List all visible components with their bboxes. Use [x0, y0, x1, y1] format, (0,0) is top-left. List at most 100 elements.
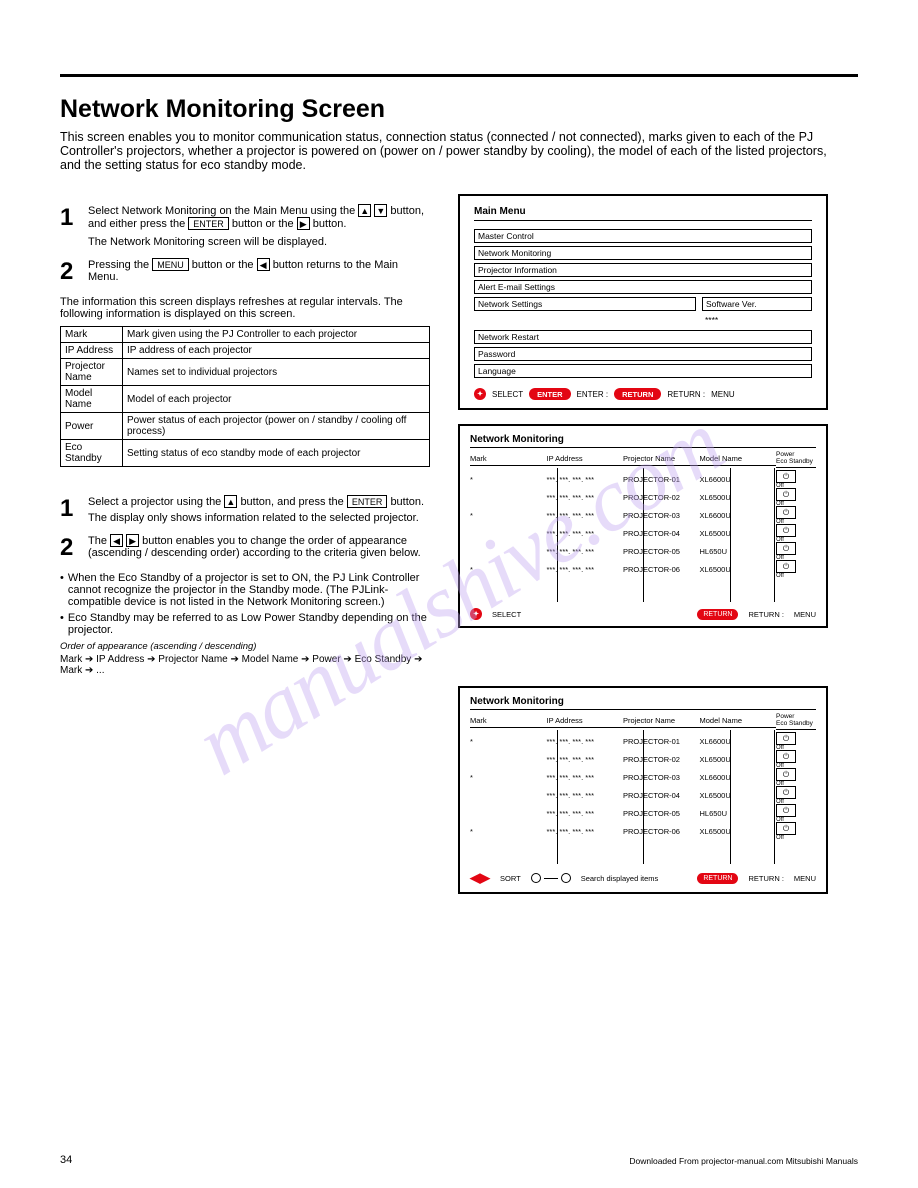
table-cell: Names set to individual projectors [123, 359, 430, 386]
table-row[interactable]: ****. ***. ***. ***PROJECTOR-06XL6500U ⏻… [470, 560, 816, 578]
foot-text: SELECT [492, 610, 521, 619]
nav-icon: ✦ [470, 608, 482, 620]
table-row[interactable]: ****. ***. ***. ***PROJECTOR-03XL6600U ⏻… [470, 506, 816, 524]
menu-item[interactable]: Network Settings [474, 297, 696, 311]
step-text: button or the [192, 259, 254, 271]
power-icon: ⏻ [776, 768, 796, 781]
table-row[interactable]: ***. ***. ***. ***PROJECTOR-05HL650U ⏻Of… [470, 804, 816, 822]
left-icon: ◀ [257, 258, 270, 271]
power-icon: ⏻ [776, 470, 796, 483]
menu-item[interactable]: Language [474, 364, 812, 378]
power-icon: ⏻ [776, 506, 796, 519]
table-cell: Power [61, 413, 123, 440]
table-row[interactable]: ***. ***. ***. ***PROJECTOR-02XL6500U ⏻O… [470, 488, 816, 506]
power-icon: ⏻ [776, 786, 796, 799]
foot-text: RETURN : [667, 390, 705, 399]
enter-pill: ENTER [529, 388, 570, 400]
return-pill: RETURN [697, 609, 738, 620]
menu-item[interactable]: Network Monitoring [474, 246, 812, 260]
menu-key: MENU [152, 258, 189, 271]
power-icon: ⏻ [776, 488, 796, 501]
step-text: button. [390, 496, 424, 508]
power-icon: ⏻ [776, 804, 796, 817]
panel-title: Network Monitoring [470, 434, 816, 448]
enter-key: ENTER [188, 217, 229, 230]
side-val: **** [702, 313, 812, 327]
down-icon: ▼ [374, 204, 387, 217]
col-head: Model Name [700, 716, 777, 728]
foot-text: Search displayed items [581, 874, 659, 883]
step-text: The [88, 535, 107, 547]
table-row[interactable]: ***. ***. ***. ***PROJECTOR-05HL650U ⏻Of… [470, 542, 816, 560]
step-text: button. [313, 218, 347, 230]
table-cell: Power status of each projector (power on… [123, 413, 430, 440]
step-result: The Network Monitoring screen will be di… [88, 236, 430, 248]
table-row[interactable]: ****. ***. ***. ***PROJECTOR-03XL6600U ⏻… [470, 768, 816, 786]
table-row[interactable]: ***. ***. ***. ***PROJECTOR-02XL6500U ⏻O… [470, 750, 816, 768]
col-head: Mark [470, 454, 547, 466]
col-head: Mark [470, 716, 547, 728]
col-head: PowerEco Standby [776, 714, 816, 730]
table-row[interactable]: ****. ***. ***. ***PROJECTOR-01XL6600U ⏻… [470, 732, 816, 750]
page-title: Network Monitoring Screen [60, 95, 858, 124]
left-column: 1 Select Network Monitoring on the Main … [60, 194, 430, 908]
info-table: MarkMark given using the PJ Controller t… [60, 326, 430, 467]
power-icon: ⏻ [776, 524, 796, 537]
foot-text: SORT [500, 874, 521, 883]
intro-text: This screen enables you to monitor commu… [60, 130, 840, 172]
col-head: PowerEco Standby [776, 452, 816, 468]
panel-title: Network Monitoring [470, 696, 816, 710]
table-row[interactable]: ****. ***. ***. ***PROJECTOR-01XL6600U ⏻… [470, 470, 816, 488]
menu-item[interactable]: Network Restart [474, 330, 812, 344]
table-row[interactable]: ****. ***. ***. ***PROJECTOR-06XL6500U ⏻… [470, 822, 816, 840]
legend [531, 873, 571, 883]
foot-text: ENTER : [577, 390, 609, 399]
table-cell: Setting status of eco standby mode of ea… [123, 440, 430, 467]
foot-text: SELECT [492, 390, 523, 399]
table-cell: IP address of each projector [123, 343, 430, 359]
note-text: When the Eco Standby of a projector is s… [68, 572, 430, 608]
right-icon: ▶ [126, 534, 139, 547]
network-panel: Network Monitoring MarkIP AddressProject… [458, 424, 828, 628]
step-text: button or the [232, 218, 294, 230]
sort-icon: ◀▶ [470, 870, 490, 886]
note-text: Eco Standby may be referred to as Low Po… [68, 612, 430, 636]
up-icon: ▲ [358, 204, 371, 217]
nav-icon: ✦ [474, 388, 486, 400]
network-panel: Network Monitoring MarkIP AddressProject… [458, 686, 828, 894]
step-number: 2 [60, 534, 82, 562]
power-icon: ⏻ [776, 542, 796, 555]
step-number: 2 [60, 258, 82, 286]
power-icon: ⏻ [776, 560, 796, 573]
list-intro: The information this screen displays ref… [60, 296, 430, 320]
foot-text: RETURN : [748, 610, 783, 619]
col-head: IP Address [547, 716, 624, 728]
menu-item[interactable]: Alert E-mail Settings [474, 280, 812, 294]
table-cell: Model Name [61, 386, 123, 413]
step-number: 1 [60, 495, 82, 523]
power-icon: ⏻ [776, 732, 796, 745]
right-icon: ▶ [297, 217, 310, 230]
table-cell: Projector Name [61, 359, 123, 386]
step-text: Pressing the [88, 259, 149, 271]
foot-text: MENU [794, 874, 816, 883]
left-icon: ◀ [110, 534, 123, 547]
foot-text: RETURN : [748, 874, 783, 883]
table-row[interactable]: ***. ***. ***. ***PROJECTOR-04XL6500U ⏻O… [470, 786, 816, 804]
updown-icon: ▲ [224, 495, 237, 508]
divider [60, 74, 858, 77]
power-icon: ⏻ [776, 822, 796, 835]
power-icon: ⏻ [776, 750, 796, 763]
table-cell: Mark given using the PJ Controller to ea… [123, 327, 430, 343]
table-row[interactable]: ***. ***. ***. ***PROJECTOR-04XL6500U ⏻O… [470, 524, 816, 542]
right-column: Main Menu Master Control Network Monitori… [458, 194, 828, 908]
menu-item[interactable]: Master Control [474, 229, 812, 243]
return-pill: RETURN [697, 873, 738, 884]
table-cell: Eco Standby [61, 440, 123, 467]
foot-text: MENU [794, 610, 816, 619]
return-pill: RETURN [614, 388, 661, 400]
menu-item[interactable]: Password [474, 347, 812, 361]
col-head: IP Address [547, 454, 624, 466]
menu-item[interactable]: Projector Information [474, 263, 812, 277]
panel-title: Main Menu [474, 206, 812, 221]
